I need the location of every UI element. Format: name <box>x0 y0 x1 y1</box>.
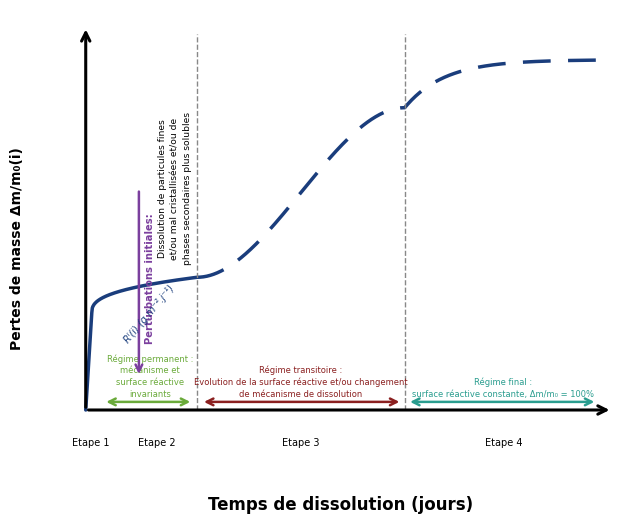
Text: Régime final :
surface réactive constante, Δm/m₀ = 100%: Régime final : surface réactive constant… <box>413 377 595 399</box>
Text: Etape 4: Etape 4 <box>484 438 522 448</box>
Text: Etape 1: Etape 1 <box>72 438 110 448</box>
Text: Rᴵ(i) (g.m⁻².j⁻¹): Rᴵ(i) (g.m⁻².j⁻¹) <box>122 284 176 345</box>
Text: Etape 3: Etape 3 <box>282 438 319 448</box>
Text: Régime transitoire :
Evolution de la surface réactive et/ou changement
de mécani: Régime transitoire : Evolution de la sur… <box>194 365 408 399</box>
Text: Etape 2: Etape 2 <box>138 438 175 448</box>
Text: Dissolution de particules fines
et/ou mal cristallisées et/ou de
phases secondai: Dissolution de particules fines et/ou ma… <box>158 112 192 265</box>
Text: Pertes de masse Δm/m₀(i): Pertes de masse Δm/m₀(i) <box>10 147 24 349</box>
Text: Perturbations initiales:: Perturbations initiales: <box>146 214 156 344</box>
Text: Temps de dissolution (jours): Temps de dissolution (jours) <box>208 496 472 514</box>
Text: Régime permanent :
mécanisme et
surface réactive
invariants: Régime permanent : mécanisme et surface … <box>107 354 193 399</box>
